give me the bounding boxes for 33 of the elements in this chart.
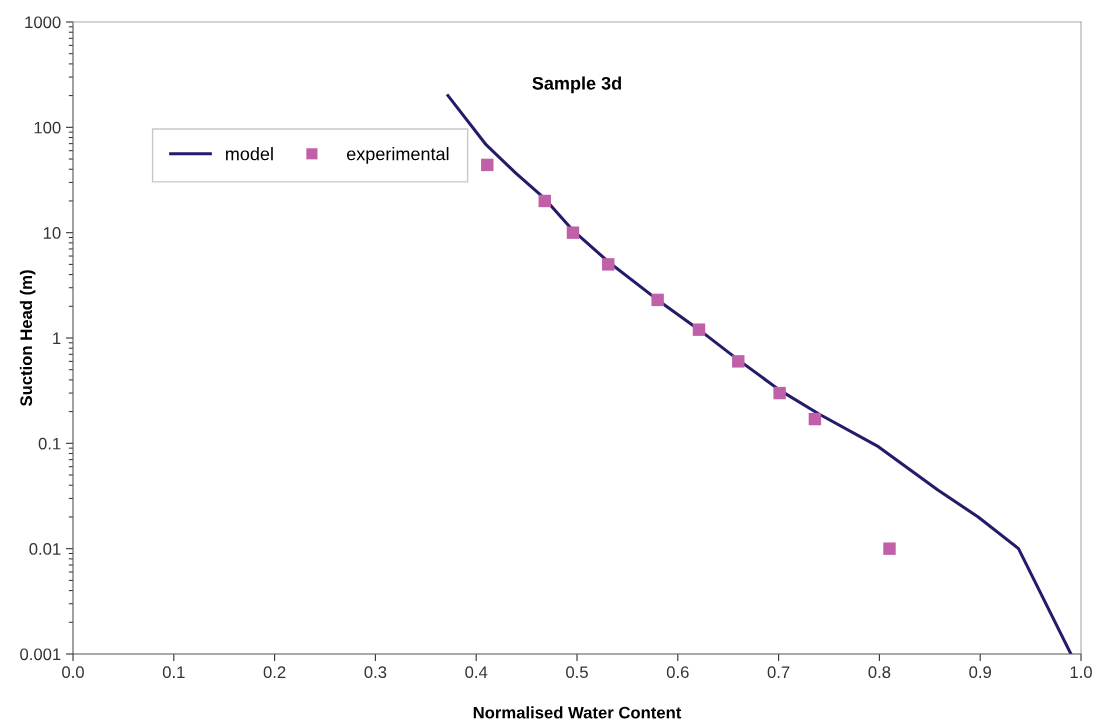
x-tick-label: 0.7 (767, 666, 790, 679)
text: Sample 3d (532, 76, 621, 94)
point (732, 355, 745, 368)
y-tick-label: 100 (34, 121, 61, 134)
legend-label: model (226, 147, 273, 161)
point (692, 323, 706, 336)
y-axis-title: Suction Head (m) (19, 270, 36, 407)
point (602, 258, 615, 271)
point (808, 412, 822, 426)
legend-label: experimental (346, 147, 449, 164)
x-tick-label: 0.8 (868, 666, 891, 679)
point (773, 386, 786, 400)
x-tick-label: 0.1 (162, 666, 185, 679)
x-tick-label: 0.6 (666, 666, 689, 679)
y-tick-label: 1000 (25, 16, 61, 29)
x-tick-label: 0.9 (969, 666, 991, 679)
point (651, 293, 664, 307)
point (481, 158, 494, 172)
y-tick-label: 1 (53, 332, 61, 345)
point (566, 226, 580, 239)
x-tick-label: 0.2 (263, 666, 286, 679)
point (883, 542, 896, 555)
x-axis-title: Normalised Water Content (473, 706, 682, 719)
x-tick-label: 1.0 (1070, 666, 1092, 679)
point (538, 194, 551, 208)
x-tick-label: 0.5 (566, 666, 588, 679)
y-tick-label: 0.01 (29, 543, 61, 555)
x-tick-label: 0.3 (364, 666, 387, 679)
x-tick-label: 0.4 (465, 666, 488, 679)
y-tick-label: 0.001 (20, 648, 61, 661)
y-tick-label: 10 (43, 227, 61, 239)
x-tick-label: 0.0 (62, 666, 84, 679)
y-tick-label: 0.1 (38, 437, 61, 450)
